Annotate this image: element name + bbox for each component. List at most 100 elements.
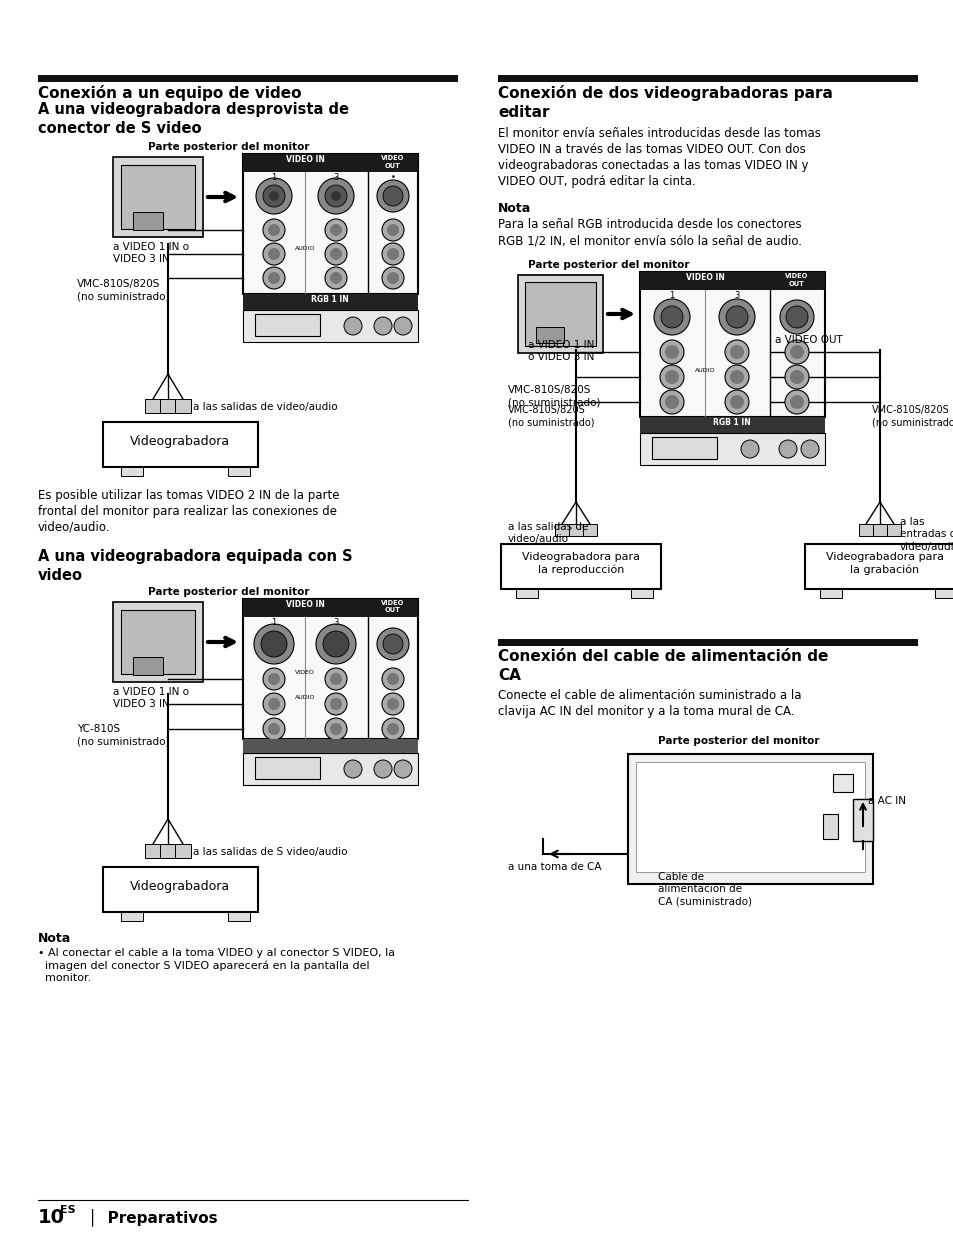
Text: a VIDEO 1 IN o
VIDEO 3 IN: a VIDEO 1 IN o VIDEO 3 IN (112, 242, 189, 264)
Text: VIDEO IN: VIDEO IN (685, 272, 723, 282)
Bar (145, 845, 161, 858)
Bar (497, 75, 917, 83)
Text: Conecte el cable de alimentación suministrado a la
clavija AC IN del monitor y a: Conecte el cable de alimentación suminis… (497, 689, 801, 718)
Text: Para la señal RGB introducida desde los conectores
RGB 1/2 IN, el monitor envía : Para la señal RGB introducida desde los … (497, 218, 801, 247)
Circle shape (330, 248, 341, 260)
Circle shape (664, 395, 679, 409)
Text: a las salidas de
video/audio: a las salidas de video/audio (507, 522, 588, 545)
Circle shape (387, 698, 398, 710)
Bar (524, 282, 596, 346)
Circle shape (387, 248, 398, 260)
Bar (832, 774, 852, 792)
Circle shape (330, 272, 341, 284)
Circle shape (381, 268, 403, 289)
Bar (160, 845, 175, 858)
Circle shape (269, 191, 278, 201)
Circle shape (789, 345, 803, 359)
Text: Conexión de dos videograbadoras para
editar: Conexión de dos videograbadoras para edi… (497, 85, 832, 120)
Circle shape (268, 272, 280, 284)
Circle shape (659, 340, 683, 364)
Circle shape (382, 186, 402, 206)
Text: Cable de
alimentación de
CA (suministrado): Cable de alimentación de CA (suministrad… (658, 872, 751, 906)
Circle shape (381, 243, 403, 265)
Bar (636, 762, 864, 872)
Text: a VIDEO 1 IN
o VIDEO 3 IN: a VIDEO 1 IN o VIDEO 3 IN (527, 340, 594, 363)
Circle shape (263, 268, 285, 289)
Text: • Al conectar el cable a la toma VIDEO y al conector S VIDEO, la
  imagen del co: • Al conectar el cable a la toma VIDEO y… (38, 948, 395, 984)
Circle shape (779, 440, 796, 457)
Text: VMC-810S/820S
(no suministrado): VMC-810S/820S (no suministrado) (507, 404, 594, 428)
Circle shape (729, 370, 743, 383)
Text: Videograbadora para
la grabación: Videograbadora para la grabación (825, 552, 943, 575)
Text: VMC-810S/820S
(no suministrado): VMC-810S/820S (no suministrado) (507, 385, 599, 407)
Circle shape (263, 668, 285, 690)
Circle shape (376, 180, 409, 212)
Circle shape (325, 243, 347, 265)
Circle shape (381, 718, 403, 740)
Bar (639, 272, 824, 417)
Text: VIDEO
OUT: VIDEO OUT (381, 600, 404, 614)
Circle shape (381, 668, 403, 690)
Text: 10: 10 (38, 1208, 65, 1227)
Circle shape (344, 760, 361, 778)
Circle shape (394, 317, 412, 335)
Circle shape (784, 340, 808, 364)
Bar (121, 165, 194, 229)
Circle shape (784, 365, 808, 388)
Bar (228, 467, 250, 476)
Circle shape (387, 224, 398, 236)
Bar (243, 599, 417, 739)
Circle shape (325, 219, 347, 240)
Bar (368, 154, 417, 171)
Bar (103, 867, 257, 912)
Text: AUDIO: AUDIO (694, 367, 715, 374)
Circle shape (317, 178, 354, 215)
Bar (228, 912, 250, 921)
Bar (639, 433, 824, 465)
Text: Conexión a un equipo de video: Conexión a un equipo de video (38, 85, 301, 101)
Text: VIDEO IN: VIDEO IN (285, 600, 324, 609)
Bar (536, 327, 563, 343)
Text: YC-810S
(no suministrado): YC-810S (no suministrado) (77, 724, 170, 746)
Circle shape (659, 390, 683, 414)
Bar (500, 544, 660, 589)
Bar (243, 154, 368, 171)
Circle shape (719, 298, 754, 335)
Text: Nota: Nota (38, 932, 71, 944)
Circle shape (381, 219, 403, 240)
Text: 3: 3 (333, 618, 338, 628)
Text: VIDEO IN: VIDEO IN (285, 155, 324, 164)
Circle shape (325, 718, 347, 740)
Text: Parte posterior del monitor: Parte posterior del monitor (658, 736, 819, 746)
Text: RGB 1 IN: RGB 1 IN (713, 418, 750, 427)
Circle shape (725, 306, 747, 328)
Circle shape (724, 365, 748, 388)
Bar (254, 314, 319, 337)
Circle shape (263, 185, 285, 207)
Text: 1: 1 (669, 291, 674, 300)
Circle shape (268, 673, 280, 686)
Bar (132, 657, 163, 674)
Circle shape (374, 317, 392, 335)
Bar (145, 399, 161, 413)
Text: a las salidas de S video/audio: a las salidas de S video/audio (193, 847, 347, 857)
Text: Videograbadora: Videograbadora (130, 880, 230, 893)
Bar (38, 75, 457, 83)
Text: │  Preparativos: │ Preparativos (88, 1208, 217, 1226)
Circle shape (325, 693, 347, 715)
Bar (112, 602, 203, 682)
Text: Nota: Nota (497, 202, 531, 215)
Text: VIDEO
OUT: VIDEO OUT (381, 155, 404, 169)
Text: AUDIO: AUDIO (294, 247, 314, 252)
Bar (121, 610, 194, 674)
Circle shape (330, 673, 341, 686)
Circle shape (381, 693, 403, 715)
Circle shape (724, 390, 748, 414)
Text: 3: 3 (333, 173, 338, 182)
Text: VMC-810S/820S
(no suministrado): VMC-810S/820S (no suministrado) (871, 404, 953, 428)
Text: Videograbadora para
la reproducción: Videograbadora para la reproducción (521, 552, 639, 575)
Circle shape (724, 340, 748, 364)
Bar (582, 524, 597, 536)
Bar (516, 589, 537, 598)
Bar (627, 755, 872, 884)
